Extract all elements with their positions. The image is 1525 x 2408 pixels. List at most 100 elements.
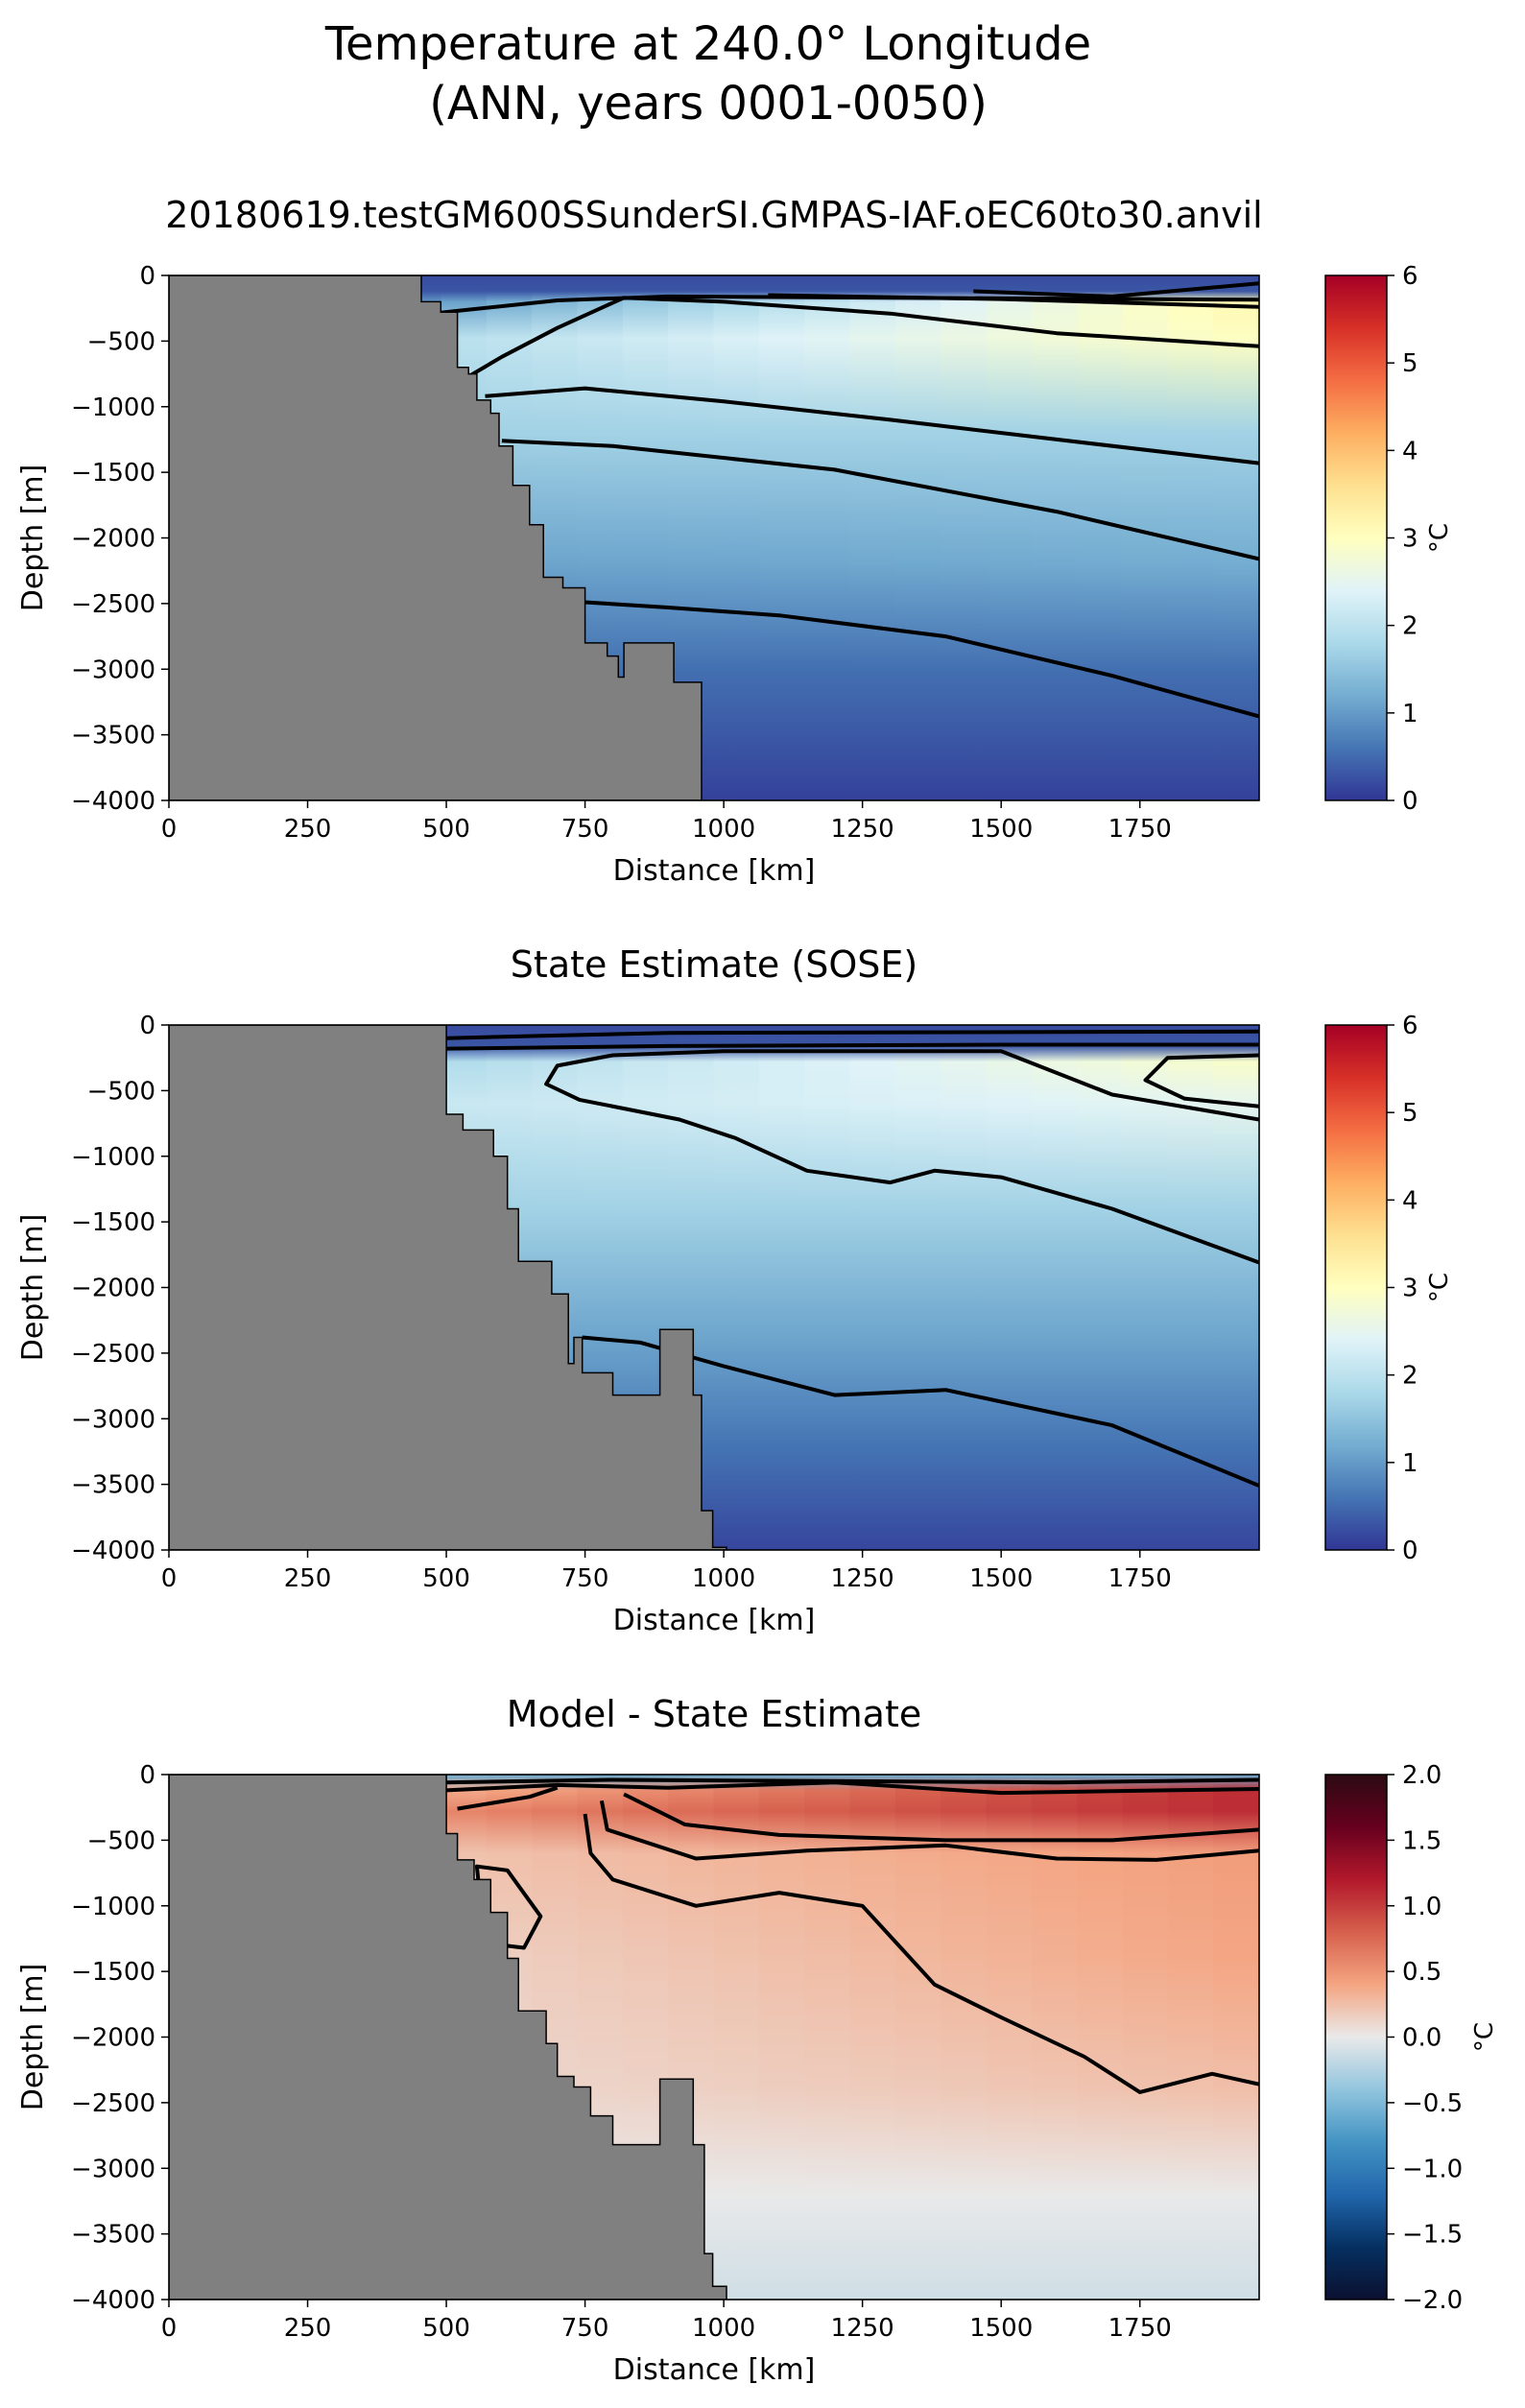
x-tick-label: 1000 [692, 1564, 755, 1593]
field-strip [941, 275, 988, 800]
contour-line [457, 1785, 559, 1811]
field-strip [849, 1025, 896, 1550]
y-tick-label: −1500 [71, 1208, 155, 1237]
x-tick-label: 250 [284, 1564, 332, 1593]
y-tick-label: −2000 [71, 2024, 155, 2053]
contour-line [501, 439, 1259, 561]
land-mask [169, 1025, 727, 1550]
field-strip [713, 1025, 760, 1550]
x-tick-label: 1750 [1108, 1564, 1172, 1593]
y-tick-label: −4000 [71, 2286, 155, 2315]
y-tick-label: −4000 [71, 1537, 155, 1565]
y-tick-label: −500 [87, 327, 155, 356]
contour-line [599, 1800, 1259, 1862]
x-tick-label: 1250 [831, 815, 894, 844]
colorbar-tick-label: 1.0 [1402, 1893, 1442, 1921]
y-tick-label: −4000 [71, 787, 155, 816]
x-axis-label: Distance [km] [613, 2353, 816, 2387]
x-tick-label: 500 [422, 815, 470, 844]
field-strip [894, 275, 942, 800]
field-strip [1031, 1025, 1079, 1550]
colorbar-tick-label: 4 [1402, 437, 1418, 465]
contour-line [623, 1792, 1259, 1843]
x-tick-label: 1000 [692, 2314, 755, 2343]
panel-1: 20180619.testGM600SSunderSI.GMPAS-IAF.oE… [16, 194, 1454, 888]
y-axis-label: Depth [m] [16, 1214, 50, 1362]
y-tick-label: −3000 [71, 656, 155, 684]
field-strip [1031, 275, 1079, 800]
x-tick-label: 1250 [831, 2314, 894, 2343]
x-axis-label: Distance [km] [613, 854, 816, 888]
colorbar-tick-label: 5 [1402, 349, 1418, 378]
field-strip [894, 1025, 942, 1550]
contour-line [973, 281, 1259, 298]
colorbar-tick-label: 1.5 [1402, 1826, 1442, 1855]
x-tick-label: 1500 [969, 2314, 1033, 2343]
contour-line [485, 386, 1259, 465]
y-tick-label: −2000 [71, 1275, 155, 1303]
contour-line [446, 1029, 1259, 1040]
x-tick-label: 250 [284, 815, 332, 844]
x-tick-label: 1250 [831, 1564, 894, 1593]
panel-title: Model - State Estimate [507, 1693, 921, 1735]
colorbar-tick-label: 6 [1402, 1012, 1418, 1040]
y-tick-label: −1500 [71, 459, 155, 488]
contour-line [583, 1813, 1259, 2094]
y-tick-label: −1000 [71, 393, 155, 422]
y-tick-label: −1000 [71, 1893, 155, 1921]
field-strip [1213, 1775, 1259, 2300]
panel-title: 20180619.testGM600SSunderSI.GMPAS-IAF.oE… [165, 194, 1262, 236]
contour-line [544, 1049, 1259, 1265]
contour-line [446, 1042, 1259, 1051]
field-strip [713, 1775, 760, 2300]
x-tick-label: 750 [561, 815, 609, 844]
y-axis-label: Depth [m] [16, 465, 50, 612]
field-strip [894, 1775, 942, 2300]
panel-3: Model - State Estimate 0 250 500 750 1000 1250… [16, 1693, 1499, 2387]
colorbar-tick-label: 0 [1402, 787, 1418, 816]
field-strip [758, 1775, 806, 2300]
colorbar-tick-label: 1 [1402, 1449, 1418, 1478]
colorbar-tick-label: 2 [1402, 612, 1418, 641]
colorbar-tick-label: 2 [1402, 1362, 1418, 1391]
field-strip [758, 1025, 806, 1550]
colorbar-tick-label: 0.5 [1402, 1958, 1442, 1987]
x-tick-label: 0 [161, 1564, 178, 1593]
field-strip [986, 275, 1033, 800]
contour-line [474, 1864, 543, 1950]
colorbar-tick-label: 0 [1402, 1537, 1418, 1565]
field-strip [1122, 1025, 1169, 1550]
y-tick-label: 0 [139, 1761, 155, 1790]
x-tick-label: 750 [561, 2314, 609, 2343]
x-tick-label: 0 [161, 2314, 178, 2343]
colorbar-tick-label: 6 [1402, 262, 1418, 291]
field-strip [713, 275, 760, 800]
field-strip [986, 1025, 1033, 1550]
y-tick-label: −2000 [71, 525, 155, 554]
colorbar-tick-label: −1.5 [1402, 2221, 1463, 2250]
y-tick-label: −500 [87, 1077, 155, 1106]
x-axis-label: Distance [km] [613, 1604, 816, 1637]
y-tick-label: −2500 [71, 1340, 155, 1369]
x-tick-label: 500 [422, 1564, 470, 1593]
contour-line [1143, 1053, 1259, 1109]
y-tick-label: 0 [139, 1012, 155, 1040]
colorbar-tick-label: 3 [1402, 525, 1418, 554]
y-tick-label: −3000 [71, 2155, 155, 2183]
colorbar-tick-label: 5 [1402, 1099, 1418, 1128]
colorbar-tick-label: −0.5 [1402, 2089, 1463, 2118]
field-strip [1077, 1775, 1124, 2300]
field-strip [804, 1025, 851, 1550]
colorbar-label: °C [1425, 523, 1454, 553]
x-tick-label: 750 [561, 1564, 609, 1593]
land-mask [169, 275, 703, 800]
colorbar-tick-label: 0.0 [1402, 2024, 1442, 2053]
y-tick-label: 0 [139, 262, 155, 291]
panel-title: State Estimate (SOSE) [511, 943, 917, 986]
panel-2: State Estimate (SOSE)0 250 500 750 1000 1250 1… [16, 943, 1454, 1637]
field-strip [849, 1775, 896, 2300]
y-tick-label: −3500 [71, 2221, 155, 2250]
x-tick-label: 250 [284, 2314, 332, 2343]
field-strip [1213, 275, 1259, 800]
